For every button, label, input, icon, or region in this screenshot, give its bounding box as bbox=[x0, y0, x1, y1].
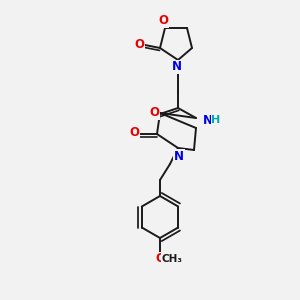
Text: O: O bbox=[134, 38, 144, 52]
Text: N: N bbox=[172, 61, 182, 74]
Text: O: O bbox=[149, 106, 159, 119]
Text: O: O bbox=[155, 253, 165, 266]
Text: O: O bbox=[158, 14, 168, 28]
Text: CH₃: CH₃ bbox=[161, 254, 182, 264]
Text: N: N bbox=[203, 113, 213, 127]
Text: N: N bbox=[174, 149, 184, 163]
Text: H: H bbox=[212, 115, 220, 125]
Text: O: O bbox=[129, 127, 139, 140]
